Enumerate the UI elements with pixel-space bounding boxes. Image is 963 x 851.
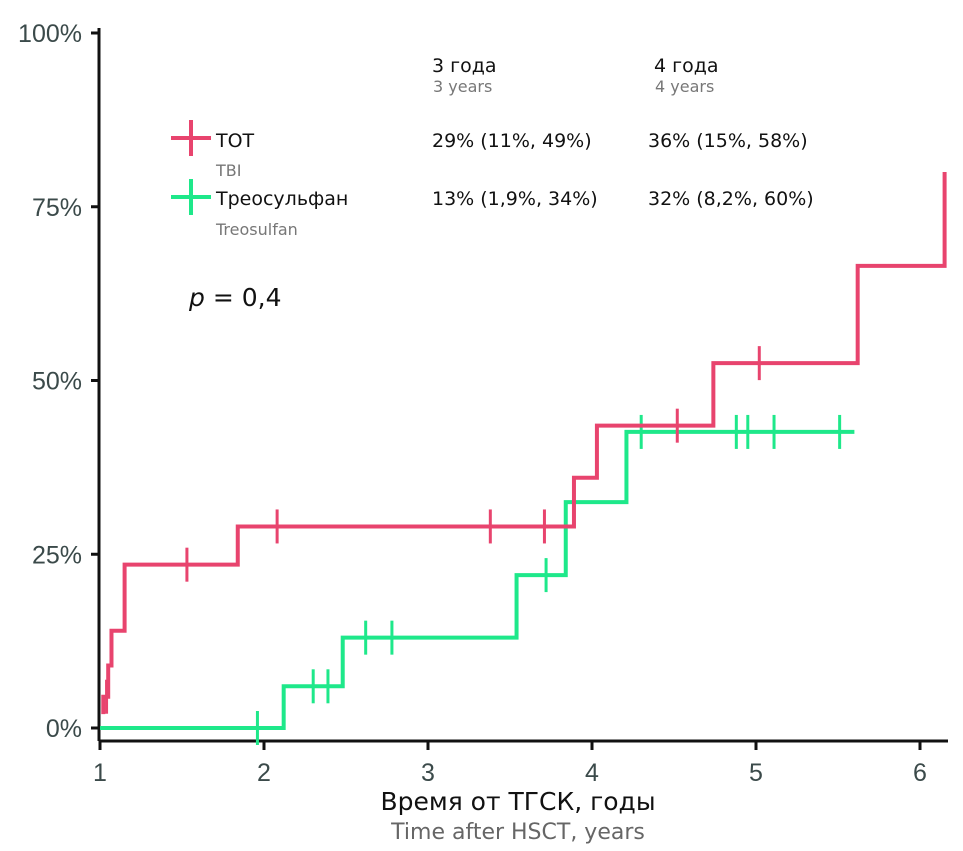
y-tick-label: 50%	[32, 368, 82, 396]
legend-label-treosulfan: Треосульфан	[215, 188, 348, 210]
header-3-years: 3 года	[432, 55, 497, 77]
legend-label-treosulfan-en: Treosulfan	[215, 220, 298, 239]
p-value-symbol: p	[188, 283, 205, 312]
axes	[97, 28, 948, 743]
x-tick-label: 3	[421, 759, 435, 787]
series-treosulfan	[100, 414, 855, 745]
legend: ТОТ TBI 29% (11%, 49%) 36% (15%, 58%) Тр…	[171, 120, 814, 239]
series-line-treosulfan	[100, 429, 855, 730]
x-axis-title-en: Time after HSCT, years	[390, 820, 645, 845]
legend-label-tbi-en: TBI	[215, 161, 241, 180]
x-tick-label: 4	[585, 759, 599, 787]
y-tick-label: 25%	[32, 541, 82, 569]
estimate-treosulfan-4y: 32% (8,2%, 60%)	[648, 188, 814, 210]
x-tick-label: 1	[93, 759, 107, 787]
x-tick-label: 6	[913, 759, 927, 787]
legend-marker-tbi	[171, 120, 211, 156]
x-tick-label: 5	[749, 759, 763, 787]
p-value: p = 0,4	[188, 283, 281, 312]
legend-item-treosulfan: Треосульфан Treosulfan 13% (1,9%, 34%) 3…	[171, 179, 814, 239]
p-value-text: = 0,4	[205, 283, 282, 312]
legend-item-tbi: ТОТ TBI 29% (11%, 49%) 36% (15%, 58%)	[171, 120, 808, 180]
series-layer	[100, 171, 947, 745]
legend-marker-treosulfan	[171, 179, 211, 215]
series-line-tbi	[101, 172, 947, 715]
series-tbi	[101, 171, 947, 715]
estimate-tbi-3y: 29% (11%, 49%)	[432, 130, 592, 152]
x-axis-title: Время от ТГСК, годы	[380, 787, 655, 816]
estimate-treosulfan-3y: 13% (1,9%, 34%)	[432, 188, 598, 210]
estimate-tbi-4y: 36% (15%, 58%)	[648, 130, 808, 152]
x-ticks: 1 2 3 4 5 6	[93, 741, 927, 787]
legend-label-tbi: ТОТ	[215, 130, 255, 152]
header-4-years: 4 года	[654, 55, 719, 77]
y-tick-label: 0%	[46, 715, 82, 743]
header-3-years-en: 3 years	[433, 77, 492, 96]
y-tick-label: 75%	[32, 194, 82, 222]
header-4-years-en: 4 years	[655, 77, 714, 96]
x-tick-label: 2	[257, 759, 271, 787]
y-tick-label: 100%	[18, 20, 82, 48]
y-ticks: 0% 25% 50% 75% 100%	[18, 20, 99, 743]
